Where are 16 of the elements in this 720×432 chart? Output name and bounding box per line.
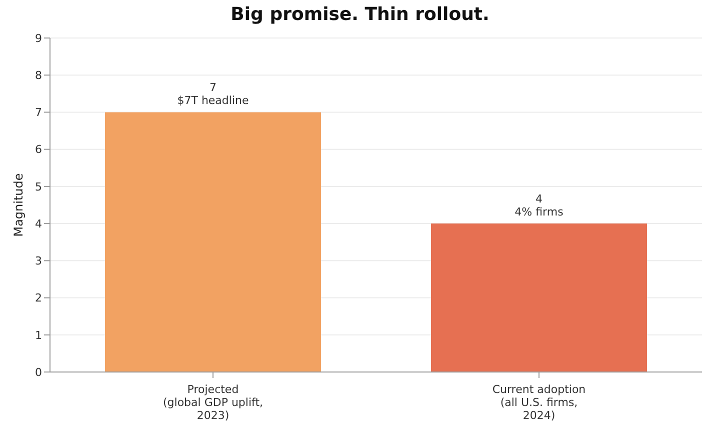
y-tick-label: 5 [35, 180, 42, 194]
y-tick-label: 3 [35, 254, 42, 268]
y-tick-label: 4 [35, 217, 42, 230]
data-label: 4 4% firms [514, 192, 564, 219]
y-tick-label: 7 [35, 106, 42, 120]
y-tick-label: 0 [35, 366, 42, 379]
y-tick-label: 1 [35, 328, 42, 342]
data-label: 7 $7T headline [177, 81, 249, 108]
x-tick-label: Current adoption (all U.S. firms, 2024) [492, 383, 586, 422]
y-tick-label: 6 [35, 143, 42, 156]
y-tick-label: 2 [35, 292, 42, 305]
y-tick-label: 9 [35, 32, 42, 45]
y-axis-title: Magnitude [11, 173, 26, 237]
chart-title: Big promise. Thin rollout. [230, 4, 490, 25]
x-tick-label: Projected (global GDP uplift, 2023) [162, 383, 264, 422]
y-tick-label: 8 [35, 69, 42, 82]
